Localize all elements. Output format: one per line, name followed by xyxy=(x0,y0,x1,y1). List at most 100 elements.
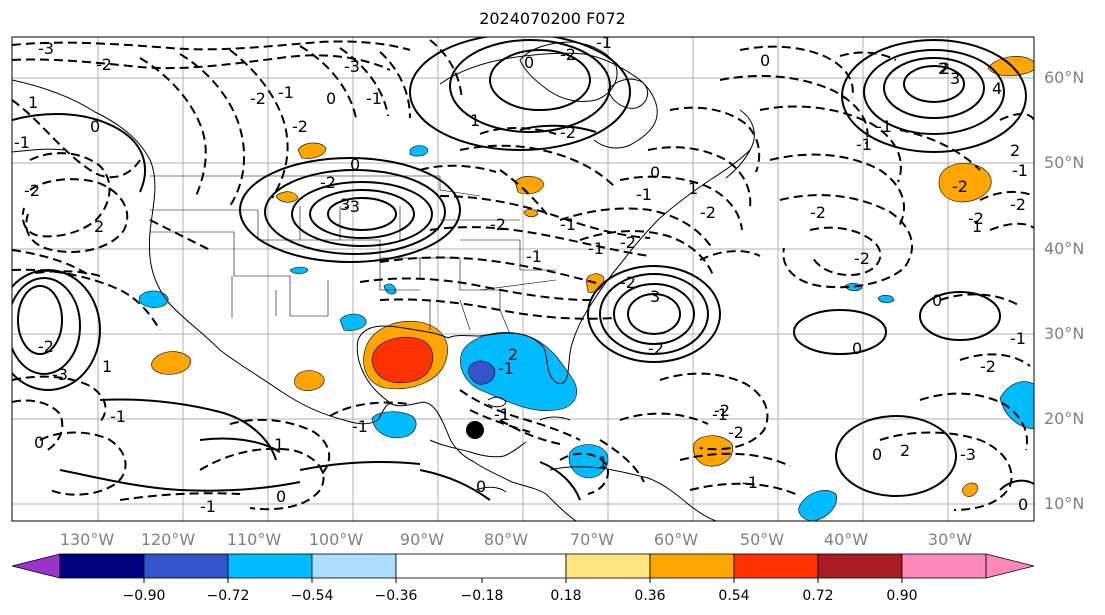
colorbar-segment xyxy=(59,553,145,579)
contour-label: 0 xyxy=(326,89,336,108)
lon-label: 40°W xyxy=(824,530,868,549)
contour-label: 2 xyxy=(938,59,948,78)
contour-label: 0 xyxy=(872,445,882,464)
contour-label: 0 xyxy=(90,117,100,136)
contour-label: -2 xyxy=(560,45,576,64)
lon-label: 130°W xyxy=(60,530,115,549)
contour-label: -1 xyxy=(526,247,542,266)
lon-label: 120°W xyxy=(141,530,196,549)
contour-lines-dashed xyxy=(12,39,1034,511)
contour-label: 1 xyxy=(102,357,112,376)
contour-label: -2 xyxy=(968,209,984,228)
contour-label: 2 xyxy=(94,217,104,236)
contour-label: -1 xyxy=(1010,329,1026,348)
colorbar-tick-label: −0.72 xyxy=(207,588,250,604)
contour-label: 2 xyxy=(940,59,950,78)
contour-label: -3 xyxy=(52,365,68,384)
contour-label: 0 xyxy=(650,163,660,182)
contour-label: -2 xyxy=(810,203,826,222)
negative-anomaly-south xyxy=(798,490,837,521)
lon-label: 60°W xyxy=(654,530,698,549)
colorbar-tick-label: −0.54 xyxy=(291,588,334,604)
contour-label: 0 xyxy=(852,339,862,358)
contour-label: -1 xyxy=(200,497,216,516)
contour-lines-solid xyxy=(12,37,1034,501)
colorbar-tick-labels: −0.90 −0.72 −0.54 −0.36 −0.18 0.18 0.36 … xyxy=(123,588,918,604)
colorbar-tick-label: −0.36 xyxy=(375,588,418,604)
contour-label: -2 xyxy=(980,357,996,376)
contour-label: -1 xyxy=(560,215,576,234)
contour-label: -2 xyxy=(620,273,636,292)
contour-label: 1 xyxy=(688,179,698,198)
negative-anomaly-baja xyxy=(138,290,169,308)
latitude-axis-labels: 60°N 50°N 40°N 30°N 20°N 10°N xyxy=(1044,68,1084,513)
contour-label: -2 xyxy=(320,173,336,192)
contour-label: -2 xyxy=(250,89,266,108)
positive-anomaly-hudson xyxy=(514,175,545,195)
contour-label: 1 xyxy=(598,453,608,472)
lat-label: 20°N xyxy=(1044,409,1084,428)
positive-anomaly-caribbean xyxy=(693,435,734,467)
contour-label: -3 xyxy=(960,445,976,464)
strong-negative-anomaly-gulf xyxy=(468,360,496,385)
contour-label: -1 xyxy=(876,117,892,136)
lat-label: 10°N xyxy=(1044,494,1084,513)
contour-label: -1 xyxy=(278,83,294,102)
contour-label: -2 xyxy=(854,249,870,268)
contour-label: 1 xyxy=(470,111,480,130)
colorbar-segment xyxy=(395,553,567,579)
colorbar-segment-over xyxy=(985,553,1035,579)
negative-anomaly-atlantic-east xyxy=(999,381,1034,430)
contour-label: 1 xyxy=(274,435,284,454)
contour-label: 4 xyxy=(992,79,1002,98)
contour-label: 2 xyxy=(508,345,518,364)
contour-label: -1 xyxy=(742,473,758,492)
contour-label: -2 xyxy=(620,233,636,252)
contour-label: 3 xyxy=(340,195,350,214)
negative-anomaly-gulf-north xyxy=(339,313,367,331)
contour-label: -1 xyxy=(636,185,652,204)
contour-label: 1 xyxy=(28,93,38,112)
contour-labels: -3 -2 1 -1 0 -2 2 -2 -3 1 -1 3 4 2 0 -2 … xyxy=(14,37,1028,516)
colorbar-segment xyxy=(817,553,903,579)
positive-anomaly-north-atlantic xyxy=(938,163,992,203)
lat-label: 50°N xyxy=(1044,153,1084,172)
negative-anomaly-south-2 xyxy=(383,283,397,295)
positive-anomaly-pacific xyxy=(151,351,191,375)
contour-label: 3 xyxy=(650,287,660,306)
colorbar-tick-label: −0.18 xyxy=(461,588,504,604)
contour-label: -2 xyxy=(490,215,506,234)
contour-label: -2 xyxy=(700,203,716,222)
colorbar-segment xyxy=(311,553,397,579)
positive-anomaly-small-south xyxy=(961,482,979,497)
contour-label: -1 xyxy=(1012,161,1028,180)
positive-anomaly-canada xyxy=(297,142,327,159)
colorbar-segment xyxy=(733,553,819,579)
colorbar-tick-label: 0.72 xyxy=(802,588,833,604)
contour-label: -3 xyxy=(344,197,360,216)
colorbar-segment-under xyxy=(11,553,61,579)
contour-label: -2 xyxy=(560,123,576,142)
lon-label: 100°W xyxy=(309,530,364,549)
colorbar-tick-label: 0.90 xyxy=(886,588,917,604)
contour-label: -3 xyxy=(38,39,54,58)
lat-label: 30°N xyxy=(1044,324,1084,343)
contour-label: -2 xyxy=(1010,195,1026,214)
lat-label: 60°N xyxy=(1044,68,1084,87)
contour-label: 2 xyxy=(1010,141,1020,160)
map-frame xyxy=(11,36,1035,522)
storm-position-marker xyxy=(466,421,484,439)
contour-label: -1 xyxy=(498,359,514,378)
contour-label: -2 xyxy=(648,339,664,358)
contour-label: -1 xyxy=(588,239,604,258)
state-borders xyxy=(150,175,557,335)
colorbar-segment xyxy=(227,553,313,579)
colorbar-tick-label: −0.90 xyxy=(123,588,166,604)
contour-label: -1 xyxy=(352,417,368,436)
contour-label: -2 xyxy=(292,117,308,136)
contour-label: 0 xyxy=(350,155,360,174)
strong-positive-anomaly-texas xyxy=(371,337,434,384)
colorbar-segment xyxy=(143,553,229,579)
contour-label: 0 xyxy=(476,477,486,496)
